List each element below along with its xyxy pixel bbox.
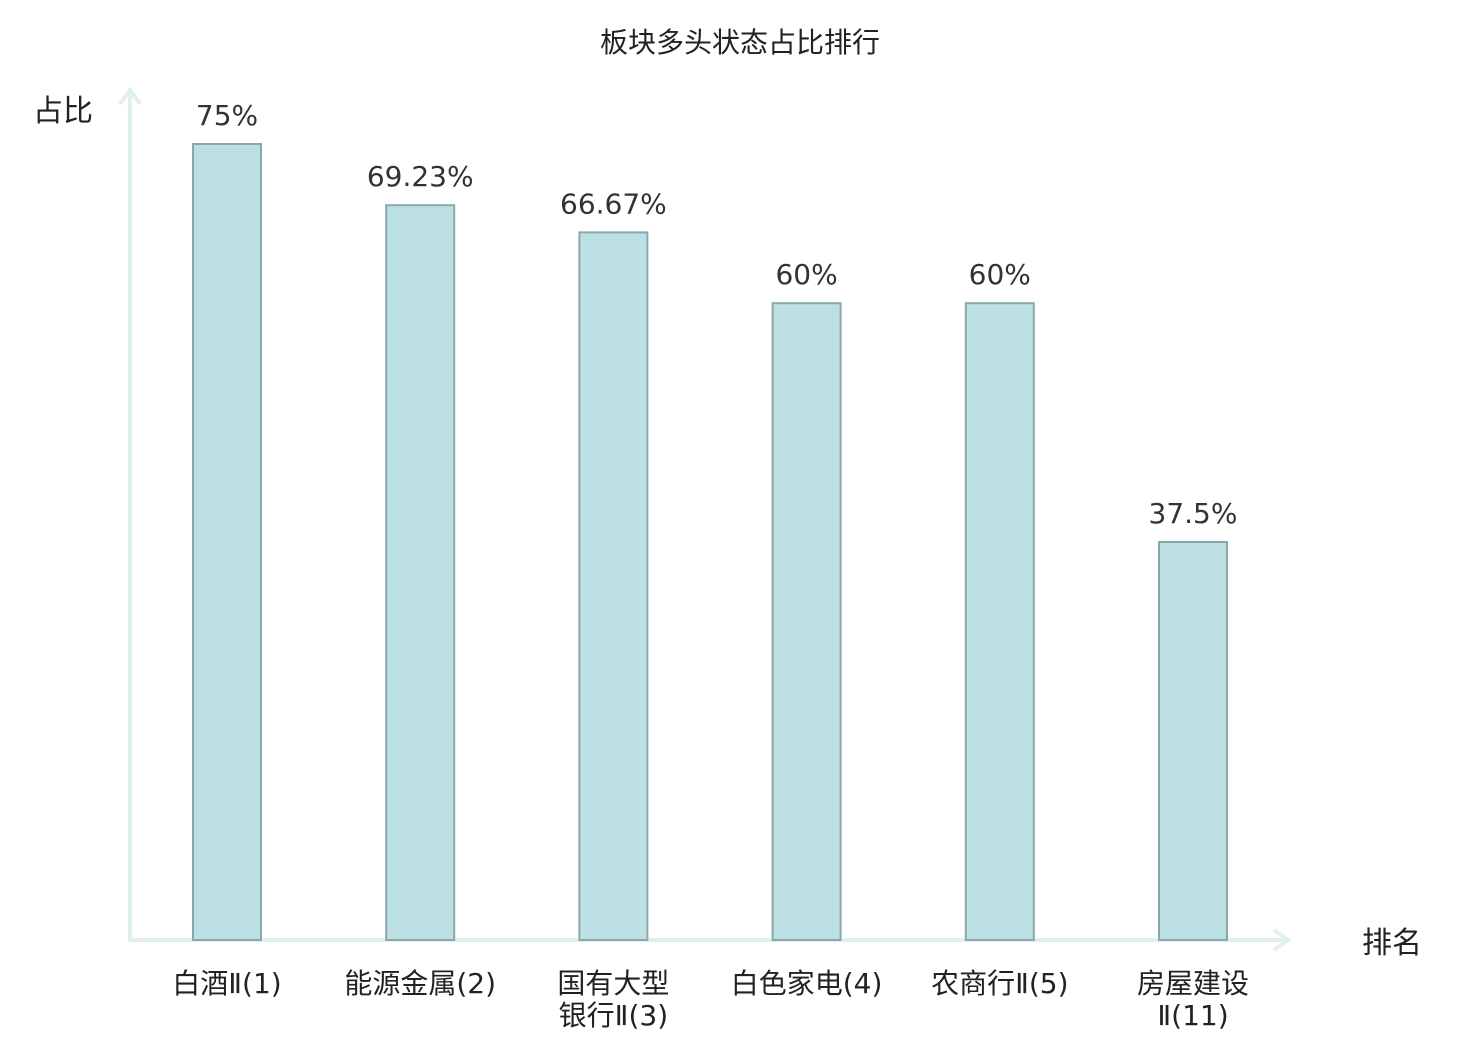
y-axis-arrow-icon bbox=[118, 86, 142, 106]
bar-value-label: 60% bbox=[775, 258, 837, 291]
x-tick-label: 能源金属(2) bbox=[344, 967, 496, 1000]
x-tick-label: 银行Ⅱ(3) bbox=[559, 999, 668, 1032]
bar-value-label: 75% bbox=[196, 99, 258, 132]
chart-title: 板块多头状态占比排行 bbox=[600, 26, 880, 59]
bar bbox=[385, 204, 456, 941]
x-axis-arrow-icon bbox=[1272, 928, 1292, 952]
x-tick-label: 白色家电(4) bbox=[731, 967, 883, 1000]
bar-value-label: 37.5% bbox=[1149, 497, 1238, 530]
bar bbox=[964, 302, 1035, 941]
x-tick-label: 白酒Ⅱ(1) bbox=[172, 967, 281, 1000]
bars-group bbox=[192, 143, 1228, 941]
x-axis bbox=[128, 928, 1292, 952]
bar bbox=[1158, 541, 1228, 941]
x-tick-label: 农商行Ⅱ(5) bbox=[931, 967, 1068, 1000]
bar-value-label: 60% bbox=[969, 258, 1031, 291]
x-tick-label: 房屋建设 bbox=[1137, 967, 1249, 1000]
y-axis bbox=[118, 86, 142, 940]
bar-value-label: 66.67% bbox=[560, 187, 667, 220]
y-axis-label: 占比 bbox=[33, 94, 93, 129]
bar bbox=[771, 302, 842, 941]
bar-value-label: 69.23% bbox=[367, 160, 474, 193]
x-axis-label: 排名 bbox=[1362, 926, 1422, 961]
x-tick-label: 国有大型 bbox=[557, 967, 669, 1000]
value-labels-group: 75% 69.23% 66.67% 60% 60% 37.5% bbox=[196, 99, 1238, 530]
bar bbox=[578, 231, 649, 941]
x-tick-label: Ⅱ(11) bbox=[1157, 999, 1228, 1032]
bar bbox=[192, 143, 262, 941]
